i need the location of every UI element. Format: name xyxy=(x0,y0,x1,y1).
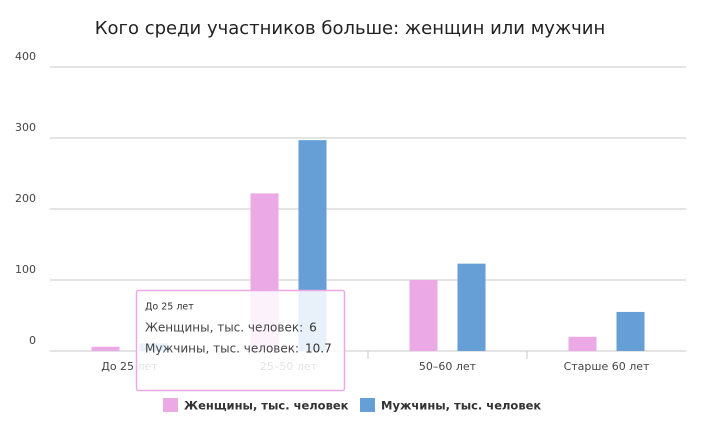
tooltip: До 25 лет Женщины, тыс. человек: 6 Мужчины,… xyxy=(135,289,346,392)
tooltip-title: До 25 лет xyxy=(145,302,194,313)
chart-title: Кого среди участников больше: женщин или… xyxy=(95,18,606,39)
x-tick-label: 50–60 лет xyxy=(419,360,477,373)
tooltip-value: 10.7 xyxy=(305,342,332,356)
tooltip-label: Женщины, тыс. человек: xyxy=(145,321,303,335)
tooltip-label: Мужчины, тыс. человек: xyxy=(145,342,299,356)
bar xyxy=(568,336,597,351)
legend-swatch xyxy=(360,398,375,412)
y-tick-label: 200 xyxy=(15,192,36,205)
y-tick-label: 400 xyxy=(15,50,36,63)
legend-label: Женщины, тыс. человек xyxy=(184,399,349,413)
tooltip-value: 6 xyxy=(309,321,317,335)
legend-label: Мужчины, тыс. человек xyxy=(381,399,541,413)
bar xyxy=(91,346,120,351)
y-tick-label: 100 xyxy=(15,263,36,276)
bar xyxy=(409,280,438,351)
bar xyxy=(457,263,486,351)
y-tick-label: 0 xyxy=(29,334,36,347)
tooltip-box xyxy=(135,289,346,392)
legend-swatch xyxy=(163,398,178,412)
bar xyxy=(616,311,645,351)
y-tick-label: 300 xyxy=(15,121,36,134)
x-tick-label: Старше 60 лет xyxy=(564,360,650,373)
